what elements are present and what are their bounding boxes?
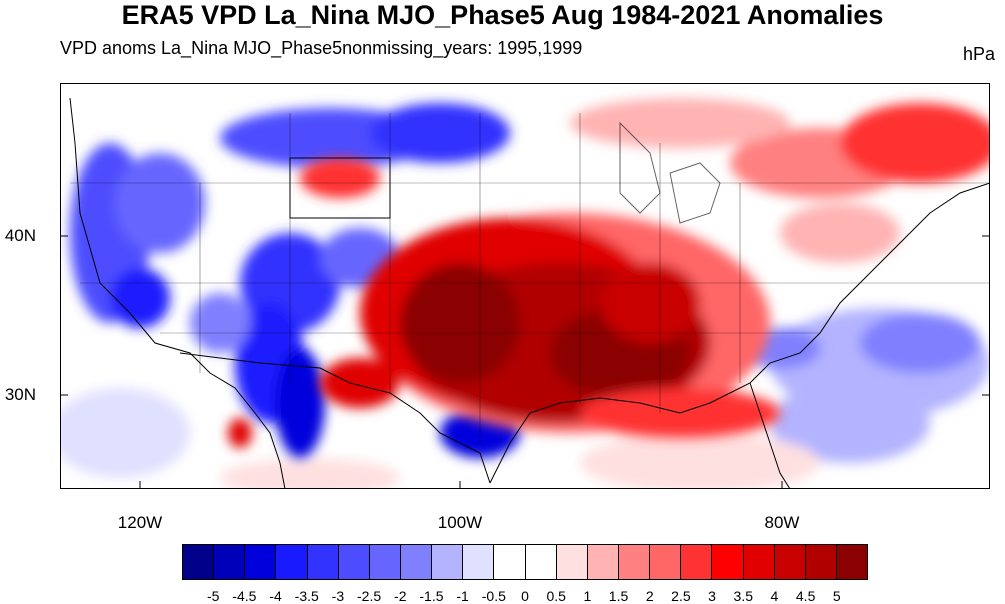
colorbar-cell xyxy=(681,545,713,579)
colorbar-tick-label: 4.5 xyxy=(795,588,816,604)
lon-label-80w: 80W xyxy=(764,513,800,532)
colorbar-tick-label: 0 xyxy=(521,588,529,604)
colorbar-cell xyxy=(432,545,464,579)
colorbar-cell xyxy=(276,545,308,579)
map-panel xyxy=(60,83,990,489)
colorbar-cell xyxy=(369,545,401,579)
colorbar-tick-label: 4 xyxy=(770,588,779,604)
map-title: ERA5 VPD La_Nina MJO_Phase5 Aug 1984-202… xyxy=(121,0,884,30)
units-label: hPa xyxy=(962,44,995,64)
colorbar xyxy=(182,544,868,580)
colorbar-tick-label: 3.5 xyxy=(733,588,753,604)
colorbar-tick-label: 3 xyxy=(708,588,716,604)
colorbar-cell xyxy=(463,545,495,579)
colorbar-tick-label: -1 xyxy=(456,588,469,604)
anomaly-map xyxy=(60,83,990,489)
map-subtitle: VPD anoms La_Nina MJO_Phase5nonmissing_y… xyxy=(60,38,583,58)
colorbar-tick-label: -1.5 xyxy=(419,588,444,604)
colorbar-cell xyxy=(618,545,651,579)
colorbar-tick-label: 2.5 xyxy=(671,588,691,604)
colorbar-tick-label: -2.5 xyxy=(357,588,382,604)
colorbar-tick-label: -3.5 xyxy=(294,588,319,604)
colorbar-cell xyxy=(836,545,868,579)
colorbar-cell xyxy=(400,545,433,579)
colorbar-tick-label: 2 xyxy=(645,588,654,604)
colorbar-cell xyxy=(494,545,526,579)
colorbar-cell xyxy=(650,545,682,579)
colorbar-tick-label: -2 xyxy=(394,588,407,604)
colorbar-tick-label: -5 xyxy=(206,588,220,604)
colorbar-tick-label: -3 xyxy=(331,588,345,604)
colorbar-cell xyxy=(743,545,775,579)
colorbar-tick-label: 5 xyxy=(832,588,841,604)
positive-anomaly-layer xyxy=(228,98,990,448)
colorbar-tick-label: 1 xyxy=(583,588,592,604)
colorbar-cell xyxy=(556,545,588,579)
colorbar-tick-label: -4.5 xyxy=(232,588,257,604)
boundary-lines xyxy=(69,97,990,489)
colorbar-cell xyxy=(307,545,339,579)
colorbar-cell xyxy=(587,545,619,579)
axis-ticks xyxy=(60,235,990,489)
colorbar-cell xyxy=(183,545,215,579)
colorbar-tick-label: -0.5 xyxy=(481,588,506,604)
colorbar-tick-label: 0.5 xyxy=(546,588,566,604)
colorbar-cell xyxy=(712,545,744,579)
colorbar-cell xyxy=(245,545,277,579)
ocean-anomaly-layer xyxy=(60,308,990,489)
lat-label-40n: 40N xyxy=(4,226,36,245)
colorbar-cell xyxy=(805,545,837,579)
colorbar-cell xyxy=(214,545,246,579)
colorbar-tick-label: -4 xyxy=(269,588,282,604)
colorbar-cell xyxy=(774,545,806,579)
lat-label-30n: 30N xyxy=(4,385,36,404)
colorbar-cell xyxy=(525,545,557,579)
colorbar-tick-label: 1.5 xyxy=(608,588,629,604)
lon-label-120w: 120W xyxy=(117,513,163,532)
colorbar-cell xyxy=(338,545,370,579)
lon-label-100w: 100W xyxy=(437,513,483,532)
